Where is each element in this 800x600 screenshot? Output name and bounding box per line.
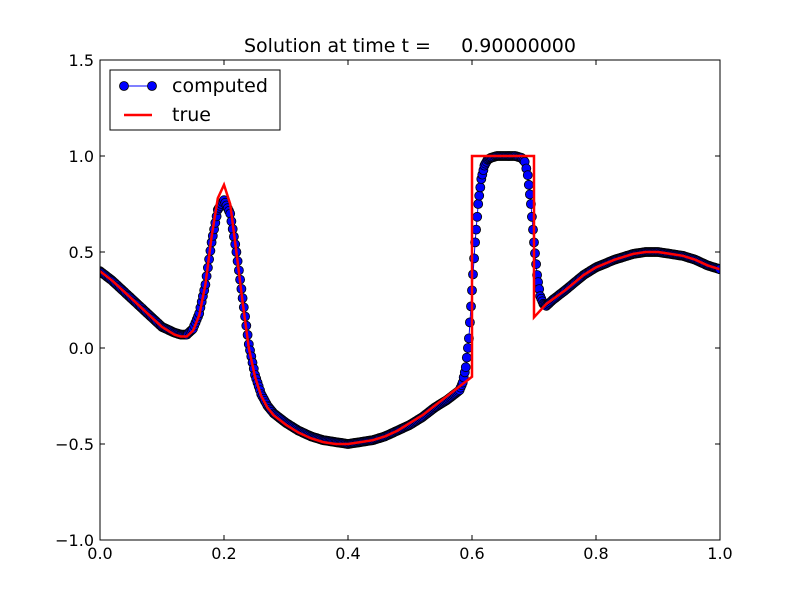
- legend-true-label: true: [172, 104, 211, 126]
- y-tick-label: 0.5: [69, 243, 94, 262]
- y-tick-label: 0.0: [69, 339, 94, 358]
- computed-point: [475, 182, 486, 193]
- computed-point: [474, 190, 485, 201]
- computed-point: [460, 362, 471, 373]
- series-layer: [100, 151, 720, 449]
- y-axis: −1.0 −0.5 0.0 0.5 1.0 1.5: [55, 51, 720, 550]
- computed-point: [461, 352, 472, 363]
- x-tick-label: 1.0: [707, 544, 732, 563]
- computed-point: [523, 179, 534, 190]
- x-axis: 0.0 0.2 0.4 0.6 0.8 1.0: [87, 60, 733, 563]
- computed-point: [473, 199, 484, 209]
- computed-point: [522, 170, 533, 181]
- series-true-line: [100, 154, 720, 446]
- x-tick-label: 0.4: [335, 544, 360, 563]
- y-tick-label: −0.5: [55, 435, 94, 454]
- legend-computed-marker-left: [119, 81, 129, 91]
- x-tick-label: 0.2: [211, 544, 236, 563]
- x-tick-label: 0.8: [583, 544, 608, 563]
- y-tick-label: 1.5: [69, 51, 94, 70]
- x-tick-label: 0.6: [459, 544, 484, 563]
- legend: computed true: [109, 69, 281, 131]
- plot-frame: [99, 59, 721, 541]
- plot-area: [100, 60, 720, 540]
- legend-box: [109, 69, 281, 131]
- y-tick-label: 1.0: [69, 147, 94, 166]
- y-tick-label: −1.0: [55, 531, 94, 550]
- legend-computed-label: computed: [172, 75, 268, 97]
- chart-title: Solution at time t = 0.90000000: [244, 35, 576, 57]
- x-tick-label: 0.0: [87, 544, 112, 563]
- computed-point: [472, 211, 483, 222]
- legend-computed-marker-right: [147, 81, 157, 91]
